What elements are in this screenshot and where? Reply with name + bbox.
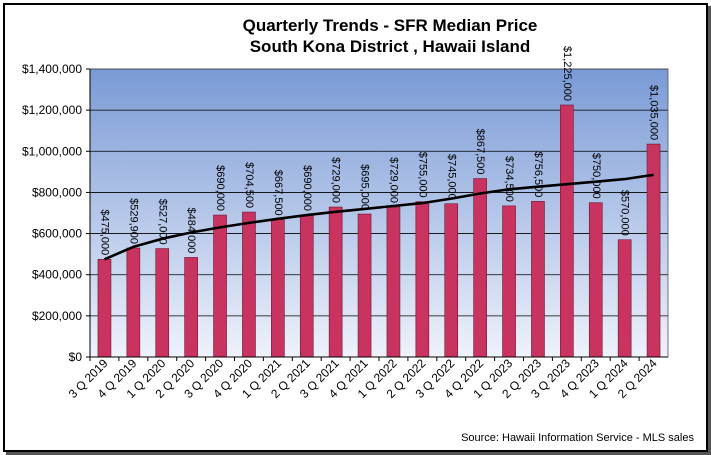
y-tick-label: $200,000 — [32, 309, 82, 323]
bar — [357, 213, 372, 358]
bar — [155, 248, 170, 358]
data-label: $529,900 — [127, 198, 139, 244]
data-label: $755,000 — [416, 152, 428, 198]
y-tick-label: $800,000 — [32, 185, 82, 199]
bar — [617, 239, 632, 358]
y-tick-label: $1,400,000 — [22, 62, 82, 76]
bar — [560, 104, 574, 358]
data-label: $729,000 — [330, 157, 342, 203]
axes — [89, 68, 669, 358]
data-label: $667,500 — [272, 170, 284, 216]
data-label: $734,500 — [503, 156, 515, 202]
data-label: $745,000 — [445, 154, 457, 200]
chart-subtitle: South Kona District , Hawaii Island — [250, 37, 531, 56]
data-label: $1,225,000 — [561, 46, 573, 101]
bar — [299, 214, 314, 358]
y-tick-label: $0 — [69, 350, 83, 364]
data-label: $695,000 — [359, 164, 371, 210]
bar — [97, 258, 112, 358]
bar — [473, 178, 487, 358]
y-tick-label: $1,000,000 — [22, 144, 82, 158]
bar — [531, 201, 545, 358]
y-tick-label: $600,000 — [32, 227, 82, 241]
y-tick-labels: $0 $200,000 $400,000 $600,000 $800,000 $1,000… — [22, 62, 82, 364]
data-labels: $475,000 $529,900 $527,000 $484,000 $690,000… — [98, 46, 659, 255]
bar — [271, 219, 285, 358]
bar — [415, 201, 430, 358]
data-label: $756,500 — [532, 151, 544, 197]
trendline-path — [103, 173, 654, 261]
bar — [184, 257, 198, 358]
data-label: $1,035,000 — [648, 85, 660, 140]
data-label: $867,500 — [474, 129, 486, 175]
chart-title: Quarterly Trends - SFR Median Price — [243, 16, 538, 35]
bar — [126, 247, 141, 358]
data-label: $750,000 — [590, 153, 602, 199]
data-label: $475,000 — [98, 209, 110, 255]
bar — [588, 202, 603, 358]
data-label: $729,000 — [387, 157, 399, 203]
y-tick-label: $1,200,000 — [22, 103, 82, 117]
source-note: Source: Hawaii Information Service - MLS… — [461, 432, 694, 444]
bars — [97, 104, 661, 358]
bar — [386, 206, 401, 358]
y-tick-label: $400,000 — [32, 268, 82, 282]
bar — [328, 206, 343, 358]
bar — [502, 205, 516, 358]
data-label: $527,000 — [156, 199, 168, 245]
data-label: $484,000 — [185, 208, 197, 254]
data-label: $690,000 — [214, 165, 226, 211]
data-label: $570,000 — [619, 190, 631, 236]
bar — [213, 214, 227, 358]
plot-area — [90, 69, 668, 357]
trendline — [103, 173, 654, 261]
bar — [242, 211, 256, 358]
data-label: $704,500 — [243, 162, 255, 208]
data-label: $690,000 — [301, 165, 313, 211]
bar — [444, 203, 459, 358]
